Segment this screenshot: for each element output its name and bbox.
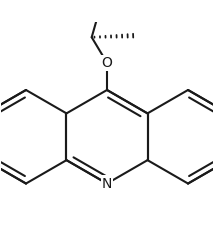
Text: N: N <box>102 176 112 191</box>
Text: O: O <box>102 56 112 70</box>
